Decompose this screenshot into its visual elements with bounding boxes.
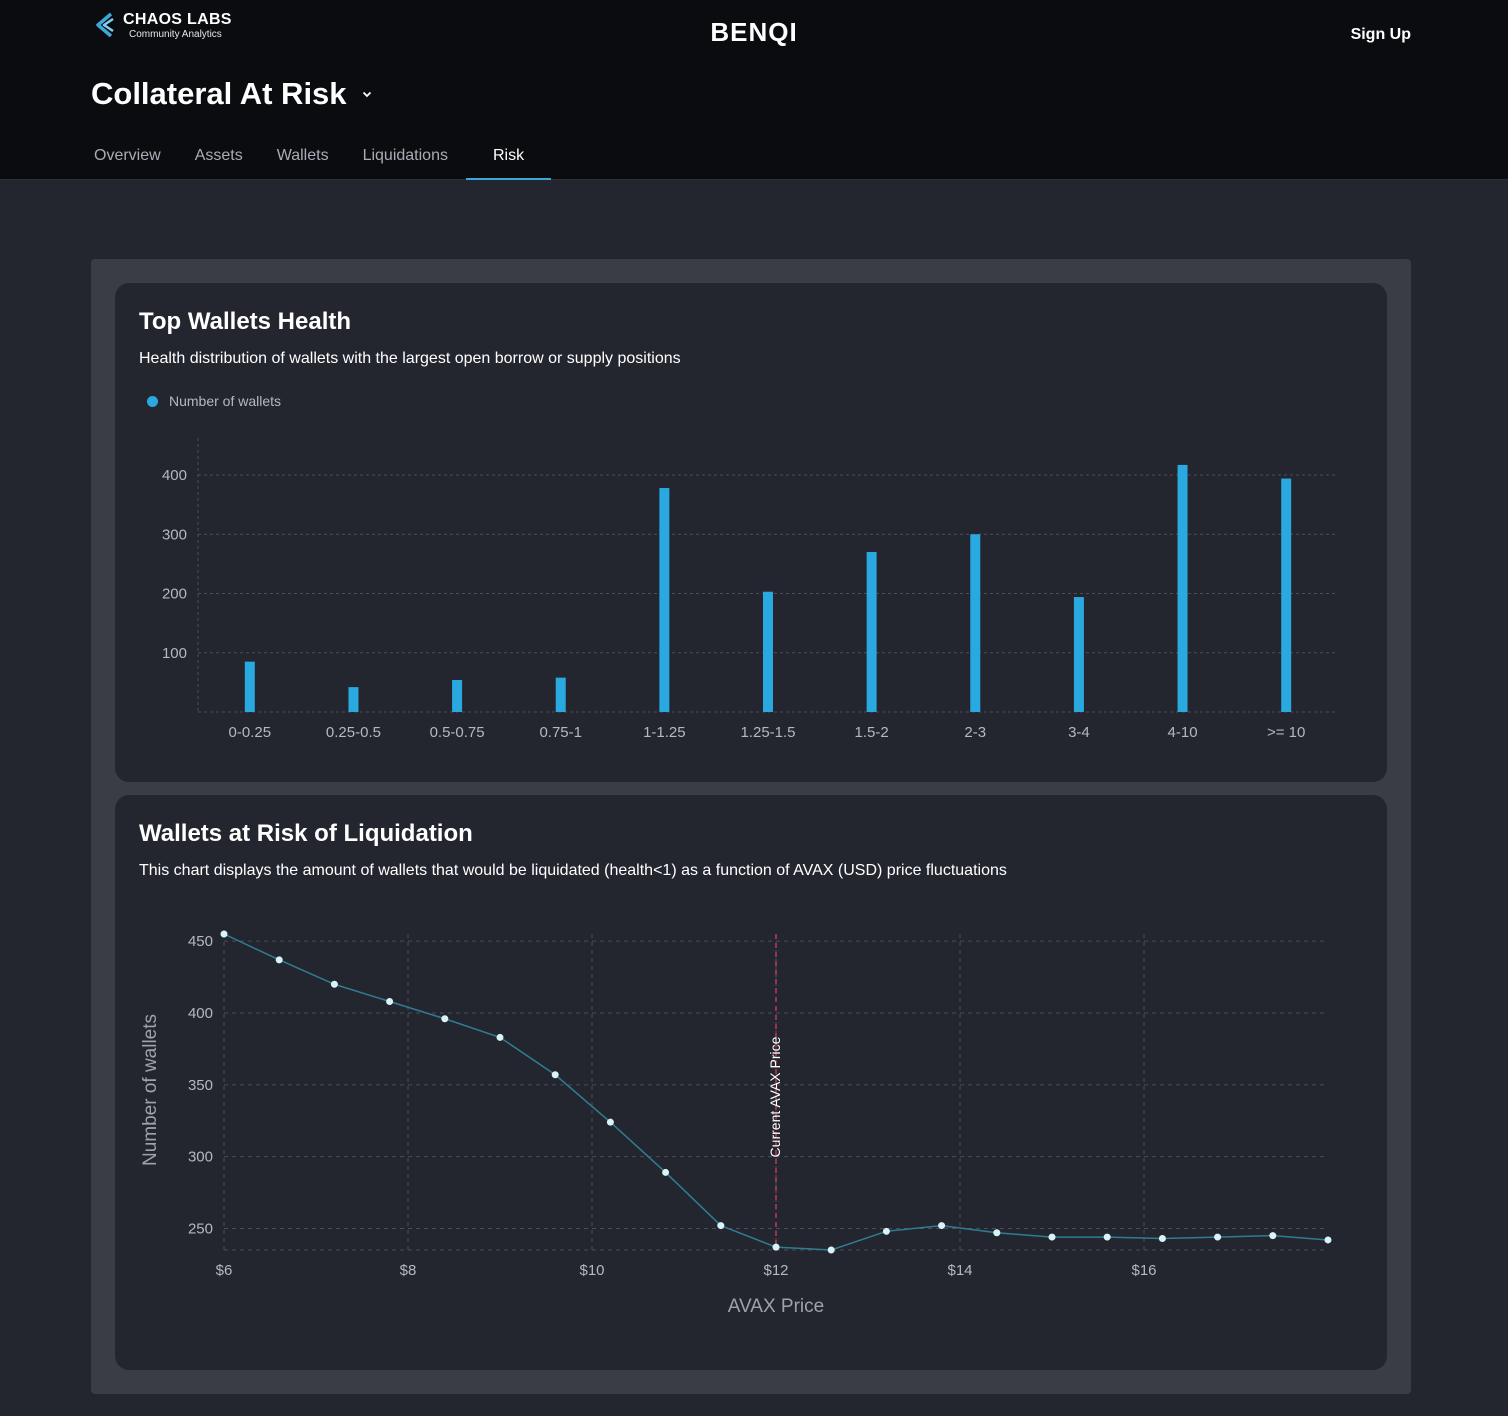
top-header: CHAOS LABS Community Analytics BENQI Sig…	[0, 0, 1508, 180]
bar	[348, 687, 359, 712]
legend-label: Number of wallets	[169, 393, 282, 409]
page-title-selector[interactable]: Collateral At Risk	[91, 76, 373, 112]
risk-card-subtitle: This chart displays the amount of wallet…	[139, 862, 1007, 879]
data-point	[386, 998, 394, 1006]
data-point	[1103, 1233, 1111, 1241]
data-point	[496, 1033, 504, 1041]
current-price-label: Current AVAX Price	[767, 1036, 783, 1157]
bar	[866, 552, 877, 712]
tab-wallets[interactable]: Wallets	[276, 147, 329, 164]
logo-subtitle: Community Analytics	[129, 29, 222, 40]
x-tick-label: $10	[579, 1262, 604, 1279]
data-point	[441, 1015, 449, 1023]
y-axis-title: Number of wallets	[140, 1014, 161, 1166]
data-point	[1214, 1233, 1222, 1241]
data-point	[330, 980, 338, 988]
y-tick-label: 250	[188, 1220, 213, 1237]
x-tick-label: $6	[216, 1262, 233, 1279]
data-point	[220, 930, 228, 938]
x-tick-label: 0.75-1	[539, 724, 582, 741]
data-point	[551, 1071, 559, 1079]
data-point	[827, 1246, 835, 1254]
data-point	[275, 956, 283, 964]
data-point	[772, 1243, 780, 1251]
chevron-down-icon	[362, 91, 371, 98]
liquidation-risk-card: Wallets at Risk of Liquidation This char…	[115, 795, 1387, 1370]
x-tick-label: 0-0.25	[229, 724, 272, 741]
x-tick-label: 4-10	[1168, 724, 1198, 741]
x-tick-label: 3-4	[1068, 724, 1090, 741]
logo-title: CHAOS LABS	[123, 11, 232, 28]
data-point	[1269, 1232, 1277, 1240]
y-tick-label: 300	[162, 526, 187, 543]
wallet-health-bar-chart: 100 200 300 400 0-0.25 0.25-0.5 0.5-0.75 0.75-1…	[162, 438, 1338, 741]
top-wallets-health-card: Top Wallets Health Health distribution o…	[115, 283, 1387, 782]
x-tick-label: $12	[763, 1262, 788, 1279]
tab-risk[interactable]: Risk	[465, 134, 552, 180]
x-tick-label: 1-1.25	[643, 724, 686, 741]
page-title: Collateral At Risk	[91, 76, 347, 111]
y-tick-label: 450	[188, 933, 213, 950]
bar	[244, 661, 255, 712]
bar	[1281, 478, 1292, 712]
bar	[1073, 597, 1084, 712]
data-point	[993, 1229, 1001, 1237]
tab-overview[interactable]: Overview	[94, 147, 161, 164]
health-card-subtitle: Health distribution of wallets with the …	[139, 350, 681, 367]
y-tick-label: 100	[162, 645, 187, 662]
data-point	[938, 1222, 946, 1230]
bar	[1177, 464, 1188, 712]
y-tick-label: 200	[162, 586, 187, 603]
x-tick-label: $16	[1131, 1262, 1156, 1279]
legend-dot-icon	[147, 395, 158, 407]
bar-chart-legend[interactable]: Number of wallets	[147, 393, 281, 409]
bar	[555, 677, 566, 712]
x-tick-label: 1.5-2	[855, 724, 889, 741]
x-axis-title: AVAX Price	[728, 1296, 824, 1317]
x-tick-label: 0.25-0.5	[326, 724, 381, 741]
liquidation-line-chart: 250 300 350 400 450 $6 $8 $10 $12 $14 $16 AVAX Pric…	[140, 930, 1332, 1317]
data-point	[662, 1168, 670, 1176]
x-tick-label: 2-3	[964, 724, 986, 741]
x-tick-label: $14	[947, 1262, 972, 1279]
data-point	[1048, 1233, 1056, 1241]
bar	[452, 680, 463, 712]
tab-assets[interactable]: Assets	[194, 147, 243, 164]
sign-up-button[interactable]: Sign Up	[1350, 26, 1411, 43]
data-point	[1158, 1235, 1166, 1243]
x-tick-label: 1.25-1.5	[740, 724, 795, 741]
y-tick-label: 300	[188, 1149, 213, 1166]
data-point	[717, 1222, 725, 1230]
data-point	[882, 1227, 890, 1235]
y-tick-label: 400	[188, 1005, 213, 1022]
y-tick-label: 400	[162, 467, 187, 484]
bar	[659, 488, 670, 712]
bar	[763, 591, 773, 712]
benqi-brand: BENQI	[710, 17, 798, 47]
y-tick-label: 350	[188, 1077, 213, 1094]
data-point	[1324, 1236, 1332, 1244]
chaos-labs-logo-icon	[96, 12, 114, 38]
x-tick-label: 0.5-0.75	[430, 724, 485, 741]
data-point	[606, 1118, 614, 1126]
tab-liquidations[interactable]: Liquidations	[362, 147, 448, 164]
chaos-labs-logo[interactable]: CHAOS LABS Community Analytics	[91, 11, 232, 41]
bar	[970, 534, 981, 712]
x-tick-label: >= 10	[1267, 724, 1305, 741]
health-card-title: Top Wallets Health	[139, 308, 352, 335]
x-tick-label: $8	[400, 1262, 417, 1279]
risk-card-title: Wallets at Risk of Liquidation	[139, 820, 473, 847]
tab-bar: Overview Assets Wallets Liquidations Ris…	[77, 134, 552, 180]
